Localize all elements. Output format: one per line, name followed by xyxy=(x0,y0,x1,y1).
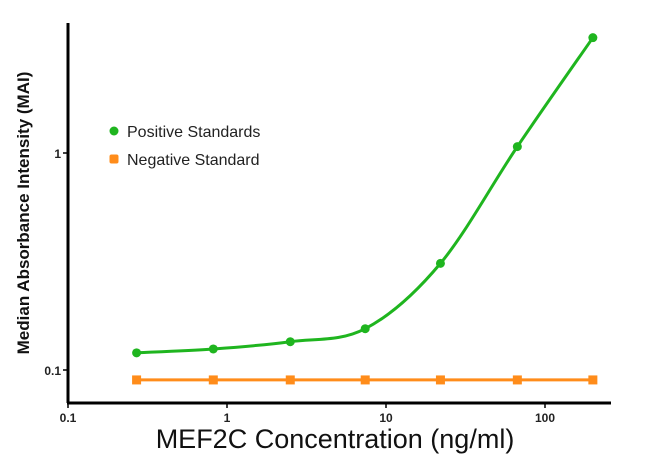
data-point xyxy=(588,375,598,385)
legend-label: Positive Standards xyxy=(127,124,260,141)
data-point xyxy=(208,344,218,354)
data-point xyxy=(208,375,218,385)
x-tick-label: 0.1 xyxy=(60,411,77,425)
data-point xyxy=(435,258,445,268)
data-point xyxy=(132,375,142,385)
data-point xyxy=(435,375,445,385)
y-axis-label: Median Absorbance Intensity (MAI) xyxy=(14,72,33,355)
data-point xyxy=(512,142,522,152)
legend-label: Negative Standard xyxy=(127,152,260,169)
x-tick-label: 10 xyxy=(379,411,393,425)
data-point xyxy=(360,324,370,334)
data-point xyxy=(512,375,522,385)
y-tick-label: 1 xyxy=(54,147,61,161)
data-point xyxy=(132,348,142,358)
data-point xyxy=(360,375,370,385)
x-tick-label: 100 xyxy=(535,411,555,425)
data-point xyxy=(588,33,598,43)
data-point xyxy=(285,337,295,347)
y-tick-label: 0.1 xyxy=(44,364,61,378)
legend-marker xyxy=(109,126,119,136)
data-point xyxy=(285,375,295,385)
x-axis-label: MEF2C Concentration (ng/ml) xyxy=(156,424,515,454)
legend-marker xyxy=(109,154,119,164)
series-line-0 xyxy=(136,36,595,355)
x-tick-label: 1 xyxy=(224,411,231,425)
